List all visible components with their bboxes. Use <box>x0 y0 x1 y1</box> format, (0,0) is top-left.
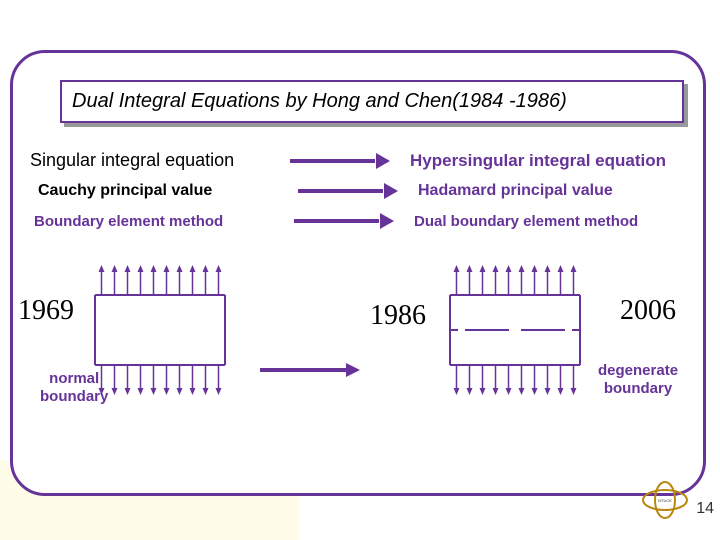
right-label-2: Hadamard principal value <box>418 182 680 200</box>
degenerate-boundary-label: degenerateboundary <box>598 362 678 398</box>
arrow-icon <box>290 151 390 171</box>
title-box: Dual Integral Equations by Hong and Chen… <box>60 80 684 123</box>
year-2006: 2006 <box>620 295 676 327</box>
normal-boundary-label: normalboundary <box>40 370 108 406</box>
arrow-icon <box>298 181 398 201</box>
year-1969: 1969 <box>18 295 74 327</box>
row-cauchy: Cauchy principal value Hadamard principa… <box>30 181 680 201</box>
row-boundary: Boundary element method Dual boundary el… <box>30 211 680 231</box>
svg-text:NTUCE: NTUCE <box>658 498 672 503</box>
slide-title: Dual Integral Equations by Hong and Chen… <box>72 90 567 112</box>
comparison-rows: Singular integral equation Hypersingular… <box>30 150 680 241</box>
left-label-3: Boundary element method <box>30 213 294 230</box>
left-label-1: Singular integral equation <box>30 150 290 171</box>
right-label-1: Hypersingular integral equation <box>410 151 680 171</box>
year-1986: 1986 <box>370 300 426 332</box>
page-number: 14 <box>696 500 714 518</box>
arrow-icon <box>294 211 394 231</box>
row-singular: Singular integral equation Hypersingular… <box>30 150 680 171</box>
left-label-2: Cauchy principal value <box>30 182 298 200</box>
right-label-3: Dual boundary element method <box>414 213 680 230</box>
bem-group-logo: NTUCE <box>640 480 690 520</box>
